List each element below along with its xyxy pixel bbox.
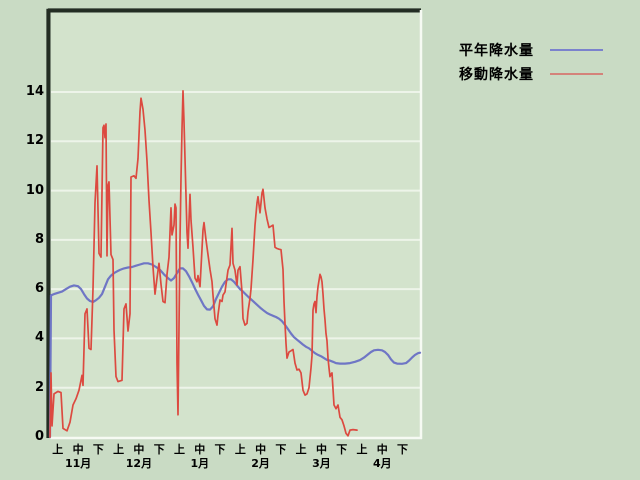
x-axis-period-label-6: 上: [173, 443, 185, 456]
y-axis-label-8: 8: [34, 231, 44, 247]
x-axis-period-label-9: 上: [234, 443, 246, 456]
x-axis-period-label-14: 下: [336, 443, 348, 456]
legend-item-moving-precipitation: 移動降水量: [459, 66, 603, 83]
x-axis-period-label-12: 上: [295, 443, 307, 456]
x-axis-period-label-4: 中: [133, 443, 145, 456]
legend-swatch-normal-line: [550, 49, 603, 51]
x-axis-month-label-11月: 11月: [64, 457, 92, 470]
x-axis-period-label-5: 下: [153, 443, 165, 456]
x-axis-period-label-8: 下: [214, 443, 226, 456]
y-axis-label-12: 12: [25, 133, 44, 149]
x-axis-month-label-12月: 12月: [125, 457, 153, 470]
line-normal-precipitation: [48, 262, 422, 439]
y-axis-label-2: 2: [34, 379, 44, 395]
legend-swatch-moving-line: [550, 73, 603, 75]
x-axis-period-label-16: 中: [376, 443, 388, 456]
x-axis-period-label-13: 中: [315, 443, 327, 456]
y-axis-label-14: 14: [25, 84, 44, 99]
y-axis-label-10: 10: [25, 182, 44, 198]
y-axis-label-0: 0: [34, 429, 44, 444]
x-axis-month-label-4月: 4月: [372, 457, 392, 470]
x-axis-month-label-3月: 3月: [312, 457, 331, 470]
legend-label-normal-precipitation: 平年降水量: [459, 43, 534, 59]
plot-area: [50, 10, 420, 437]
y-axis-label-4: 4: [34, 330, 44, 346]
gridlines: [51, 91, 420, 389]
chart-legend: 平年降水量 移動降水量: [459, 42, 603, 90]
y-axis-label-6: 6: [34, 281, 44, 297]
x-axis-period-label-17: 下: [397, 443, 409, 456]
x-axis-period-label-3: 上: [113, 443, 125, 456]
line-moving-precipitation: [49, 89, 358, 438]
x-axis-month-label-1月: 1月: [190, 457, 210, 470]
x-axis-period-label-11: 下: [275, 443, 287, 456]
x-axis-period-label-15: 上: [356, 443, 368, 456]
x-axis-period-label-10: 中: [255, 443, 267, 456]
x-axis-period-label-1: 中: [72, 443, 84, 456]
legend-label-moving-precipitation: 移動降水量: [459, 67, 534, 83]
plot-frame: [46, 8, 423, 440]
x-axis-period-label-0: 上: [52, 443, 64, 456]
legend-item-normal-precipitation: 平年降水量: [459, 42, 603, 59]
x-axis-month-label-2月: 2月: [251, 457, 270, 470]
x-axis-period-label-7: 中: [194, 443, 206, 456]
x-axis-period-label-2: 下: [92, 443, 104, 456]
